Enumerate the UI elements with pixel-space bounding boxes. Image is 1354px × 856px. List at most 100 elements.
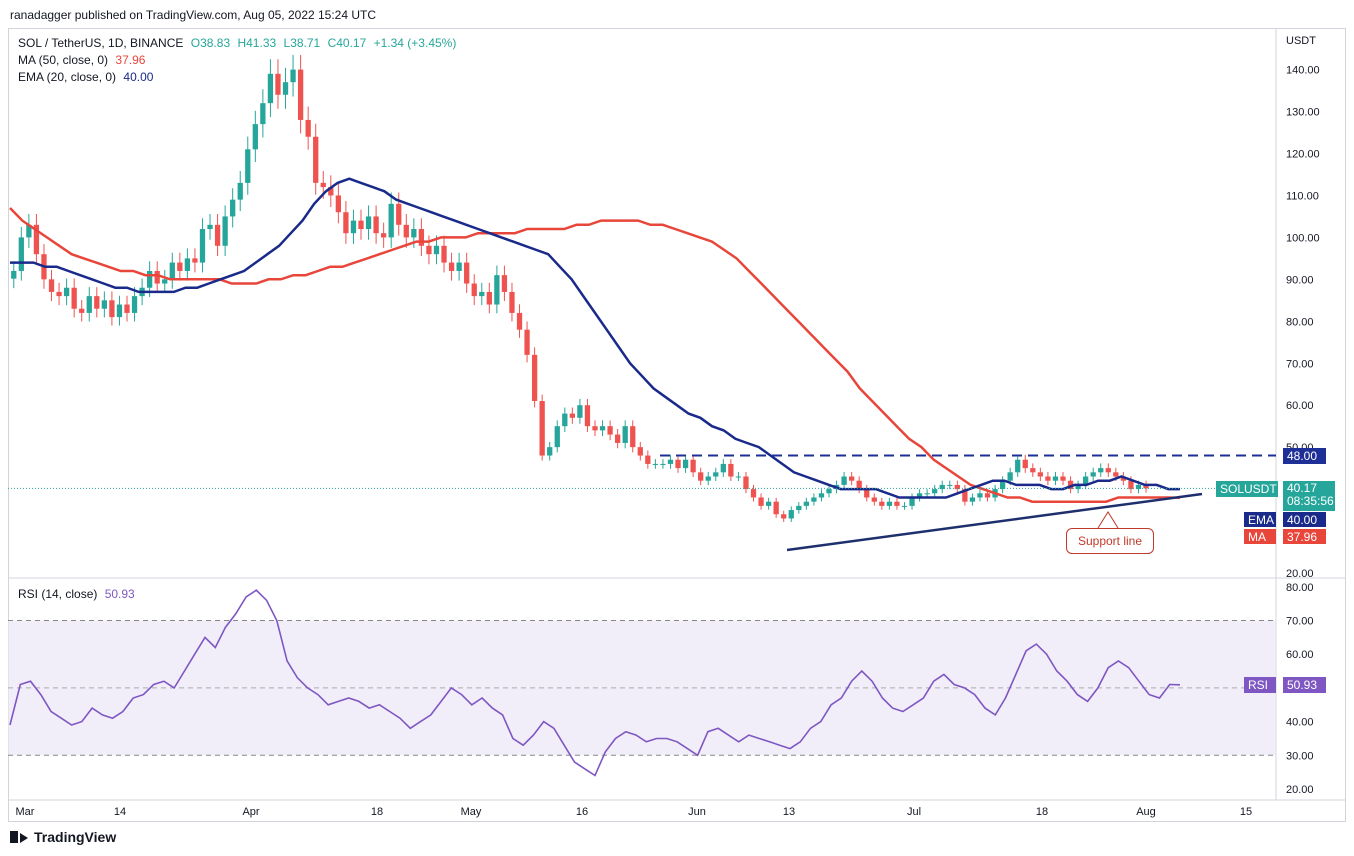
candle-body — [162, 279, 168, 284]
candle-body — [637, 447, 643, 456]
candle-body — [343, 212, 349, 234]
time-tick-label: 15 — [1240, 806, 1252, 818]
candle-body — [260, 103, 266, 125]
candle-body — [554, 426, 560, 448]
candle-body — [184, 258, 191, 271]
symbol-tag: SOLUSDT — [1216, 481, 1278, 497]
candle-body — [373, 216, 379, 234]
candle-body — [192, 258, 198, 263]
ema20-line — [10, 177, 1180, 499]
ohlc-change: +1.34 (+3.45%) — [373, 36, 457, 50]
candle-body — [1143, 484, 1149, 489]
candle-body — [464, 262, 470, 284]
candle-body — [1083, 476, 1089, 485]
candle-body — [962, 489, 968, 502]
publisher-line: ranadagger published on TradingView.com,… — [10, 8, 377, 22]
candle-body — [592, 426, 598, 431]
last-price-tag: 40.17 08:35:56 — [1283, 481, 1335, 511]
candle-body — [728, 463, 734, 477]
candle-body — [313, 136, 319, 183]
rsi-legend-label: RSI (14, close) — [18, 587, 98, 601]
candle-body — [818, 493, 825, 498]
candle-body — [124, 304, 130, 313]
candle-body — [169, 262, 175, 280]
candle-body — [63, 287, 70, 297]
candle-body — [773, 501, 779, 515]
ma-legend: MA (50, close, 0) 37.96 — [18, 53, 149, 67]
ma-name-tag: MA — [1244, 529, 1276, 544]
time-tick-label: Jul — [907, 806, 921, 818]
candle-body — [803, 501, 809, 506]
time-tick-label: 14 — [114, 806, 126, 818]
candle-body — [207, 224, 213, 230]
candle-body — [796, 505, 802, 511]
candle-body — [615, 434, 621, 443]
ma-legend-value: 37.96 — [115, 53, 146, 67]
candle-body — [18, 237, 24, 271]
candle-body — [486, 291, 492, 305]
ohlc-high: H41.33 — [237, 36, 277, 50]
candle-body — [199, 229, 206, 263]
time-tick-label: 16 — [576, 806, 588, 818]
candle-body — [494, 275, 500, 305]
candle-body — [705, 476, 711, 481]
candle-body — [841, 476, 847, 485]
candle-body — [864, 489, 870, 498]
candle-body — [297, 69, 304, 120]
candle-body — [418, 229, 425, 246]
candle-body — [1067, 480, 1074, 490]
candle-body — [471, 283, 477, 297]
candle-body — [154, 270, 160, 284]
candle-body — [79, 308, 85, 313]
candle-body — [116, 304, 123, 318]
time-tick-label: Aug — [1136, 806, 1156, 818]
candle-body — [320, 182, 326, 188]
candle-body — [788, 510, 794, 519]
candle-body — [1052, 476, 1059, 481]
candle-body — [1022, 459, 1028, 469]
candle-body — [388, 203, 394, 238]
candle-body — [713, 472, 719, 477]
candle-body — [11, 270, 17, 279]
candle-body — [856, 480, 862, 490]
candle-body — [26, 224, 32, 238]
candle-body — [252, 124, 258, 150]
candle-body — [86, 296, 92, 313]
rsi-name-tag: RSI — [1244, 677, 1276, 693]
candle-body — [101, 300, 107, 309]
rsi-tick-label: 70.00 — [1286, 616, 1314, 628]
candle-body — [245, 149, 251, 183]
ema-legend-value: 40.00 — [123, 70, 154, 84]
candle-body — [1120, 476, 1127, 481]
candle-body — [396, 203, 402, 225]
candle-body — [599, 426, 606, 431]
bar-countdown: 08:35:56 — [1287, 494, 1334, 508]
candle-body — [999, 480, 1006, 490]
price-tick-label: 120.00 — [1286, 149, 1320, 161]
candle-body — [290, 69, 296, 83]
ohlc-low: L38.71 — [283, 36, 321, 50]
candle-body — [531, 354, 538, 402]
candle-body — [230, 199, 236, 217]
symbol-name: SOL / TetherUS, 1D, BINANCE — [18, 36, 184, 50]
candle-body — [977, 493, 983, 498]
candle-body — [131, 296, 138, 313]
tradingview-logo: TradingView — [10, 829, 116, 845]
price-tick-label: 60.00 — [1286, 400, 1314, 412]
candle-body — [622, 426, 628, 443]
time-tick-label: Mar — [16, 806, 35, 818]
candle-body — [94, 296, 100, 309]
candle-body — [426, 245, 432, 255]
candle-body — [645, 455, 651, 464]
support-line-callout: Support line — [1066, 528, 1154, 554]
candle-body — [177, 262, 183, 271]
candle-body — [509, 291, 515, 313]
candle-body — [501, 275, 508, 292]
price-tick-label: 110.00 — [1286, 190, 1319, 202]
candle-body — [1105, 468, 1111, 473]
candle-body — [879, 501, 885, 506]
ema-value-tag: 40.00 — [1283, 512, 1326, 527]
candle-body — [56, 291, 62, 297]
tradingview-brand: TradingView — [34, 829, 117, 845]
